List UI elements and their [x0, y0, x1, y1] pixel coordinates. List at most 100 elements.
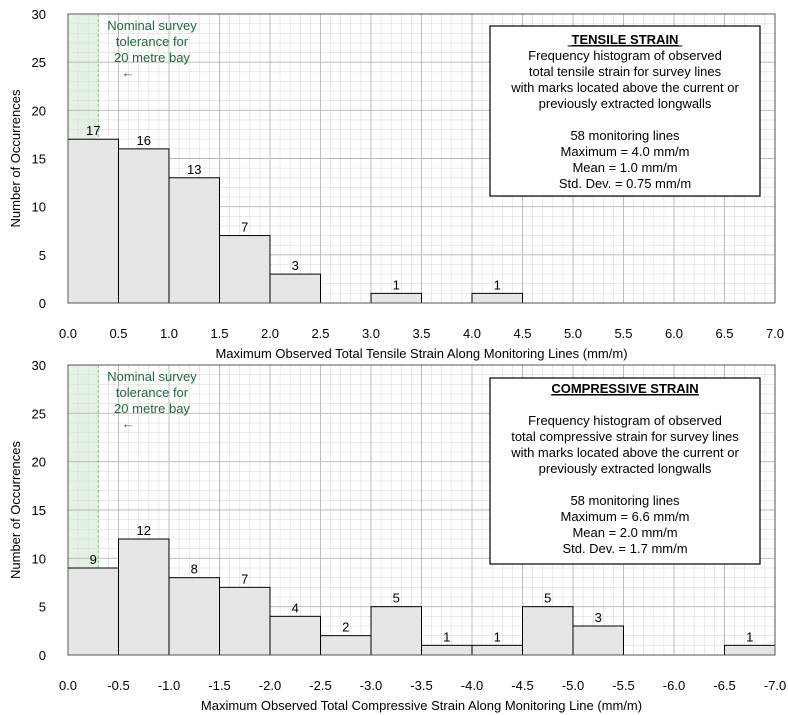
bar-count-label: 1 [494, 629, 501, 644]
histogram-bar [219, 586, 271, 656]
x-tick-label: 1.5 [210, 326, 228, 341]
y-tick-label: 25 [32, 406, 46, 421]
bar-count-label: 13 [187, 162, 201, 177]
info-box-line: Frequency histogram of observed [528, 48, 722, 63]
tolerance-note-text: tolerance for [116, 385, 189, 400]
info-box-line: Maximum = 6.6 mm/m [561, 509, 690, 524]
histogram-bar [522, 606, 574, 656]
info-box-line: total compressive strain for survey line… [511, 429, 739, 444]
y-tick-label: 25 [32, 55, 46, 70]
bar-count-label: 7 [241, 220, 248, 235]
x-axis-label: Maximum Observed Total Tensile Strain Al… [215, 346, 627, 361]
info-box-line: Std. Dev. = 1.7 mm/m [562, 541, 687, 556]
info-box-line: Maximum = 4.0 mm/m [561, 144, 690, 159]
x-tick-label: 2.0 [261, 326, 279, 341]
bar-count-label: 3 [292, 258, 299, 273]
histogram-bar [370, 606, 422, 656]
bar-count-label: 7 [241, 571, 248, 586]
tolerance-note-text: 20 metre bay [114, 401, 190, 416]
bar-count-label: 1 [746, 629, 753, 644]
y-tick-label: 10 [32, 551, 46, 566]
x-tick-label: -4.0 [461, 678, 483, 693]
y-tick-label: 5 [39, 248, 46, 263]
histogram-bar [320, 635, 372, 656]
bar-count-label: 5 [393, 591, 400, 606]
y-tick-label: 30 [32, 358, 46, 373]
info-box-line: with marks located above the current or [510, 80, 739, 95]
x-tick-label: -4.5 [511, 678, 533, 693]
x-tick-label: 5.5 [614, 326, 632, 341]
bar-count-label: 4 [292, 600, 299, 615]
bar-count-label: 1 [393, 277, 400, 292]
x-tick-label: 6.0 [665, 326, 683, 341]
y-tick-label: 0 [39, 648, 46, 663]
x-tick-label: -1.5 [208, 678, 230, 693]
left-arrow-icon: ← [122, 65, 135, 80]
histogram-bar [724, 644, 776, 656]
bar-count-label: 3 [595, 610, 602, 625]
info-box-line: 58 monitoring lines [570, 128, 680, 143]
x-tick-label: -2.0 [259, 678, 281, 693]
chart-tensile: 17 16 13 7 3 1 1 0.0 0.5 1.0 1.5 2.0 2.5 3.0 3.5 4.0 4.5… [8, 7, 784, 361]
x-tick-label: -7.0 [764, 678, 786, 693]
info-box-line: total tensile strain for survey lines [529, 64, 722, 79]
info-box-title: COMPRESSIVE STRAIN [551, 381, 698, 396]
histogram-bar [269, 273, 321, 304]
histogram-bar [118, 148, 170, 304]
tolerance-note-text: Nominal survey [107, 369, 197, 384]
y-tick-label: 5 [39, 600, 46, 615]
x-tick-label: -2.5 [309, 678, 331, 693]
info-box-line: Std. Dev. = 0.75 mm/m [559, 176, 691, 191]
info-box-line: with marks located above the current or [510, 445, 739, 460]
x-tick-label: 6.5 [715, 326, 733, 341]
info-box-line: Mean = 1.0 mm/m [572, 160, 677, 175]
x-tick-label: -5.0 [562, 678, 584, 693]
y-tick-label: 15 [32, 152, 46, 167]
bar-count-label: 2 [342, 620, 349, 635]
y-axis-label: Number of Occurrences [8, 89, 23, 227]
info-box [489, 377, 761, 565]
x-tick-label: -5.5 [612, 678, 634, 693]
x-tick-label: 7.0 [766, 326, 784, 341]
x-tick-label: -3.5 [410, 678, 432, 693]
y-tick-label: 20 [32, 455, 46, 470]
bar-count-label: 8 [191, 562, 198, 577]
y-tick-label: 10 [32, 200, 46, 215]
y-tick-label: 30 [32, 7, 46, 22]
y-tick-label: 20 [32, 103, 46, 118]
y-tick-label: 0 [39, 296, 46, 311]
info-box-line: previously extracted longwalls [539, 461, 712, 476]
info-box-title: TENSILE STRAIN [572, 32, 679, 47]
bar-count-label: 16 [137, 133, 151, 148]
y-axis-label: Number of Occurrences [8, 441, 23, 579]
x-tick-label: 2.5 [311, 326, 329, 341]
tolerance-note-text: Nominal survey [107, 18, 197, 33]
x-tick-label: 1.0 [160, 326, 178, 341]
bar-count-label: 1 [494, 277, 501, 292]
info-box-line: 58 monitoring lines [570, 493, 680, 508]
histogram-bar [471, 644, 523, 656]
histogram-bar [370, 292, 422, 304]
histogram-bar [269, 615, 321, 656]
bar-count-label: 1 [443, 629, 450, 644]
x-tick-label: -0.5 [107, 678, 129, 693]
x-tick-label: 4.0 [463, 326, 481, 341]
y-tick-label: 15 [32, 503, 46, 518]
info-box [489, 25, 761, 197]
info-box-line: Mean = 2.0 mm/m [572, 525, 677, 540]
histogram-bar [168, 177, 220, 304]
histogram-bar [168, 577, 220, 656]
tolerance-note-text: tolerance for [116, 34, 189, 49]
x-tick-label: -6.5 [713, 678, 735, 693]
plot-frame [67, 13, 776, 304]
histogram-bar [471, 292, 523, 304]
bar-count-label: 9 [90, 552, 97, 567]
histogram-bar [67, 567, 119, 656]
histogram-bar [118, 538, 170, 656]
x-tick-label: -6.0 [663, 678, 685, 693]
x-axis-label: Maximum Observed Total Compressive Strai… [201, 698, 642, 713]
histogram-bar [572, 625, 624, 656]
bar-count-label: 12 [137, 523, 151, 538]
